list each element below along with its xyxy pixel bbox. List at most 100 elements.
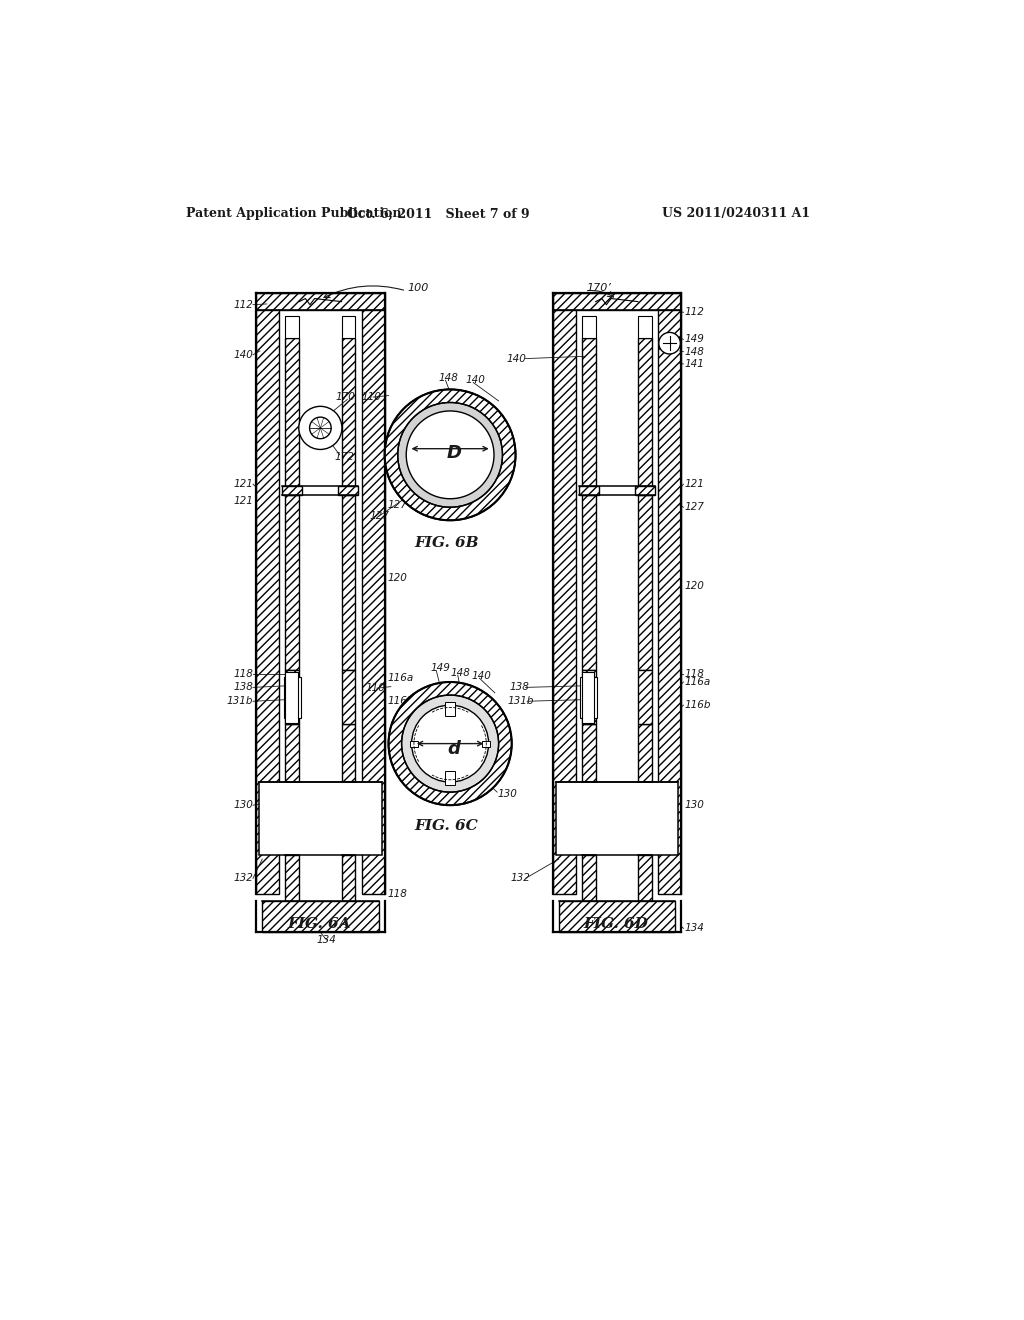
Text: 130: 130 — [498, 788, 518, 799]
Bar — [638, 725, 652, 781]
Polygon shape — [445, 771, 455, 785]
Bar — [299, 495, 342, 671]
Bar — [553, 293, 681, 310]
Circle shape — [412, 705, 488, 781]
Text: 131b: 131b — [226, 696, 253, 706]
Text: US 2011/0240311 A1: US 2011/0240311 A1 — [662, 207, 810, 220]
Bar — [299, 725, 342, 781]
Bar — [596, 725, 638, 781]
Bar — [342, 725, 355, 781]
Wedge shape — [401, 696, 499, 792]
Bar — [286, 672, 298, 723]
Text: 120: 120 — [388, 573, 408, 583]
Text: FIG. 6C: FIG. 6C — [415, 818, 478, 833]
Text: 127: 127 — [684, 502, 705, 512]
Text: 100: 100 — [408, 282, 429, 293]
Text: 170: 170 — [336, 392, 355, 403]
Text: 127: 127 — [388, 500, 408, 510]
Bar — [556, 781, 678, 855]
Bar — [638, 495, 652, 671]
Text: Oct. 6, 2011   Sheet 7 of 9: Oct. 6, 2011 Sheet 7 of 9 — [347, 207, 529, 220]
Bar — [256, 310, 280, 894]
Bar — [635, 486, 655, 495]
Text: 121: 121 — [233, 479, 253, 490]
Bar — [638, 317, 652, 338]
Text: 138: 138 — [233, 682, 253, 693]
Bar — [581, 677, 597, 718]
Bar — [638, 338, 652, 486]
Text: 149: 149 — [431, 663, 451, 673]
Text: 148: 148 — [684, 347, 705, 356]
Text: 132: 132 — [233, 874, 253, 883]
Text: 170’: 170’ — [587, 282, 611, 293]
Text: 140: 140 — [233, 350, 253, 360]
Text: FIG. 6A: FIG. 6A — [288, 917, 351, 931]
Bar — [361, 310, 385, 894]
Bar — [582, 718, 596, 725]
Text: 131b: 131b — [508, 696, 535, 706]
Text: 141: 141 — [684, 359, 705, 370]
Text: 134: 134 — [316, 935, 337, 945]
Bar — [342, 495, 355, 671]
Bar — [286, 718, 299, 725]
Bar — [579, 486, 599, 495]
Bar — [596, 338, 638, 486]
Bar — [582, 338, 596, 486]
Bar — [256, 293, 385, 310]
Circle shape — [299, 407, 342, 449]
Circle shape — [658, 333, 680, 354]
Circle shape — [309, 417, 331, 438]
Text: D: D — [446, 445, 462, 462]
Text: d: d — [447, 741, 461, 758]
Text: Patent Application Publication: Patent Application Publication — [186, 207, 401, 220]
Text: 130: 130 — [233, 800, 253, 810]
Text: 118: 118 — [684, 669, 705, 680]
Text: 134: 134 — [684, 924, 705, 933]
Text: 110: 110 — [361, 392, 381, 403]
Bar — [638, 855, 652, 902]
Bar — [339, 486, 358, 495]
Bar — [559, 902, 675, 932]
Bar — [299, 671, 342, 725]
Polygon shape — [482, 741, 490, 747]
Bar — [342, 855, 355, 902]
Wedge shape — [388, 682, 512, 805]
Text: 118: 118 — [233, 669, 253, 680]
Bar — [299, 855, 342, 902]
Text: 121: 121 — [233, 496, 253, 506]
Text: 120: 120 — [684, 581, 705, 591]
Bar — [286, 317, 299, 338]
Bar — [286, 855, 299, 902]
Bar — [286, 725, 299, 781]
Bar — [596, 495, 638, 671]
Polygon shape — [410, 741, 418, 747]
Bar — [283, 486, 302, 495]
Text: 140: 140 — [472, 671, 492, 681]
Text: 116a: 116a — [388, 673, 414, 684]
Bar — [259, 781, 382, 855]
Bar — [286, 338, 299, 486]
Bar — [286, 671, 299, 677]
Wedge shape — [397, 403, 503, 507]
Polygon shape — [445, 702, 455, 715]
Text: 116b: 116b — [388, 696, 415, 706]
Bar — [342, 338, 355, 486]
Text: 112: 112 — [684, 308, 705, 317]
Bar — [582, 725, 596, 781]
Bar — [284, 677, 301, 718]
Text: 127: 127 — [370, 511, 389, 521]
Text: 130: 130 — [684, 800, 705, 810]
Bar — [596, 671, 638, 725]
Bar — [262, 902, 379, 932]
Bar — [582, 671, 596, 677]
Bar — [582, 495, 596, 671]
Bar — [582, 317, 596, 338]
Text: 148: 148 — [438, 372, 459, 383]
Bar — [342, 671, 355, 725]
Text: 149: 149 — [684, 334, 705, 345]
Text: 118: 118 — [388, 888, 408, 899]
Text: 172: 172 — [334, 453, 354, 462]
Bar — [638, 671, 652, 725]
Text: 140: 140 — [506, 354, 526, 363]
Text: 116a: 116a — [684, 677, 711, 686]
